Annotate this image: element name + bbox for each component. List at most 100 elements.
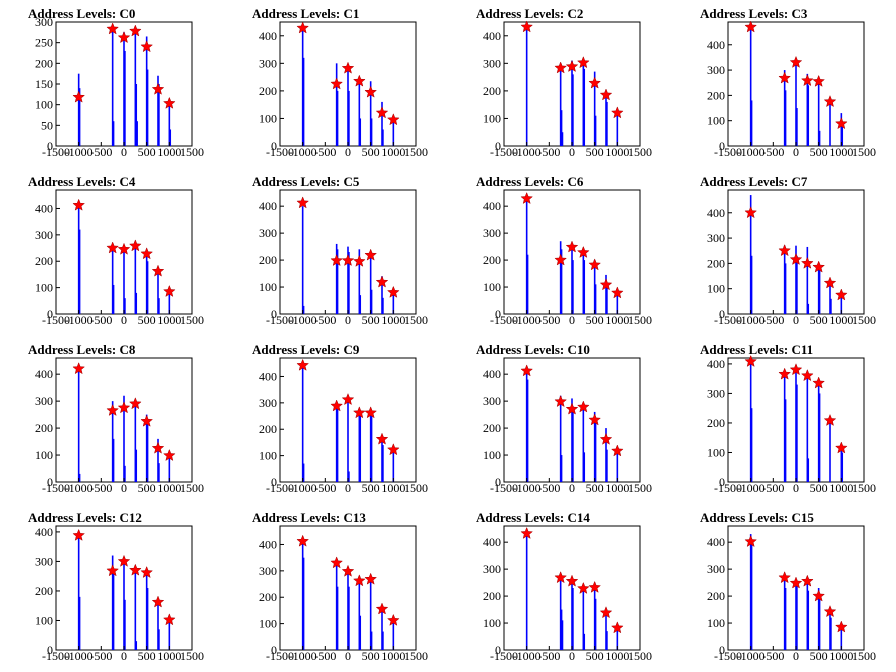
y-tick-label: 300 <box>35 228 53 242</box>
x-tick-label: -1500 <box>42 481 70 495</box>
y-tick-label: 0 <box>271 475 277 489</box>
y-tick-label: 100 <box>483 280 501 294</box>
x-tick-label: -1000 <box>289 481 317 495</box>
y-tick-label: 400 <box>707 206 725 220</box>
x-tick-label: -1500 <box>490 649 518 663</box>
peak-marker <box>151 441 165 454</box>
y-tick-label: 100 <box>259 111 277 125</box>
panel-title: Address Levels: C2 <box>476 6 584 21</box>
peak-marker <box>576 56 590 69</box>
peak-marker <box>162 284 176 297</box>
peak-marker <box>352 406 366 419</box>
x-tick-label: 500 <box>362 481 380 495</box>
histogram-panel: Address Levels: C5 -1500 -1000 -500 0 500 1000… <box>224 168 448 336</box>
peak-marker <box>364 572 378 585</box>
x-tick-label: -1500 <box>42 145 70 159</box>
peak-marker <box>330 77 344 90</box>
peak-marker <box>341 393 355 406</box>
x-tick-label: 1500 <box>628 649 652 663</box>
peak-marker <box>800 574 814 587</box>
y-tick-label: 200 <box>35 421 53 435</box>
y-tick-label: 400 <box>483 535 501 549</box>
x-tick-label: 500 <box>586 481 604 495</box>
x-tick-label: -500 <box>314 313 336 327</box>
peak-marker <box>341 564 355 577</box>
peak-marker <box>162 448 176 461</box>
y-tick-label: 50 <box>41 118 53 132</box>
panel-title: Address Levels: C10 <box>476 342 590 357</box>
y-tick-label: 100 <box>483 616 501 630</box>
x-tick-label: 1500 <box>180 649 204 663</box>
y-tick-label: 200 <box>483 421 501 435</box>
histogram-panel: Address Levels: C1 -1500 -1000 -500 0 500 1000… <box>224 0 448 168</box>
peak-marker <box>520 526 534 539</box>
panel-title: Address Levels: C9 <box>252 342 360 357</box>
y-tick-label: 400 <box>35 367 53 381</box>
peak-marker <box>151 82 165 95</box>
y-tick-label: 200 <box>483 84 501 98</box>
x-tick-label: 1000 <box>829 313 853 327</box>
peak-marker <box>800 74 814 87</box>
peak-marker <box>341 253 355 267</box>
panel-title: Address Levels: C0 <box>28 6 136 21</box>
x-tick-label: 0 <box>569 481 575 495</box>
x-tick-label: 1000 <box>605 649 629 663</box>
x-tick-label: 1500 <box>852 649 876 663</box>
peak-marker <box>778 71 792 84</box>
y-tick-label: 400 <box>259 29 277 43</box>
panel-title: Address Levels: C7 <box>700 174 808 189</box>
x-tick-label: -1000 <box>65 313 93 327</box>
x-tick-label: -1000 <box>513 649 541 663</box>
histogram-panel: Address Levels: C15 -1500 -1000 -500 0 500 100… <box>672 504 896 672</box>
peak-marker <box>375 275 389 288</box>
y-tick-label: 300 <box>35 554 53 568</box>
peak-marker <box>386 613 400 626</box>
x-tick-label: 1500 <box>628 313 652 327</box>
x-tick-label: 1000 <box>157 649 181 663</box>
panel-title: Address Levels: C1 <box>252 6 360 21</box>
peak-marker <box>140 40 154 53</box>
peak-marker <box>140 565 154 579</box>
histogram-panel: Address Levels: C2 -1500 -1000 -500 0 500 1000… <box>448 0 672 168</box>
peak-marker <box>375 432 389 445</box>
y-tick-label: 300 <box>259 226 277 240</box>
x-tick-label: -1500 <box>266 649 294 663</box>
peak-marker <box>520 20 534 33</box>
peak-marker <box>588 580 602 593</box>
peak-marker <box>364 406 378 419</box>
x-tick-label: 1000 <box>829 481 853 495</box>
x-tick-label: 1500 <box>852 145 876 159</box>
x-tick-label: 0 <box>345 649 351 663</box>
peak-marker <box>554 571 568 584</box>
peak-marker <box>106 22 120 35</box>
panel-title: Address Levels: C15 <box>700 510 814 525</box>
peak-marker <box>834 441 848 454</box>
x-tick-label: -1500 <box>42 313 70 327</box>
peak-marker <box>386 113 400 126</box>
y-tick-label: 100 <box>483 448 501 462</box>
peak-marker <box>599 88 613 101</box>
x-tick-label: -500 <box>90 145 112 159</box>
x-tick-label: 500 <box>586 145 604 159</box>
peak-marker <box>296 21 310 34</box>
x-tick-label: 1500 <box>404 481 428 495</box>
y-tick-label: 100 <box>483 111 501 125</box>
peak-marker <box>117 242 131 255</box>
y-tick-label: 0 <box>47 307 53 321</box>
y-tick-label: 400 <box>707 535 725 549</box>
x-tick-label: -1500 <box>42 649 70 663</box>
y-tick-label: 200 <box>483 589 501 603</box>
x-tick-label: -500 <box>762 649 784 663</box>
x-tick-label: -500 <box>90 313 112 327</box>
x-tick-label: -500 <box>314 145 336 159</box>
panel-title: Address Levels: C6 <box>476 174 584 189</box>
x-tick-label: 1500 <box>404 313 428 327</box>
peak-marker <box>789 55 803 68</box>
x-tick-label: 500 <box>810 145 828 159</box>
